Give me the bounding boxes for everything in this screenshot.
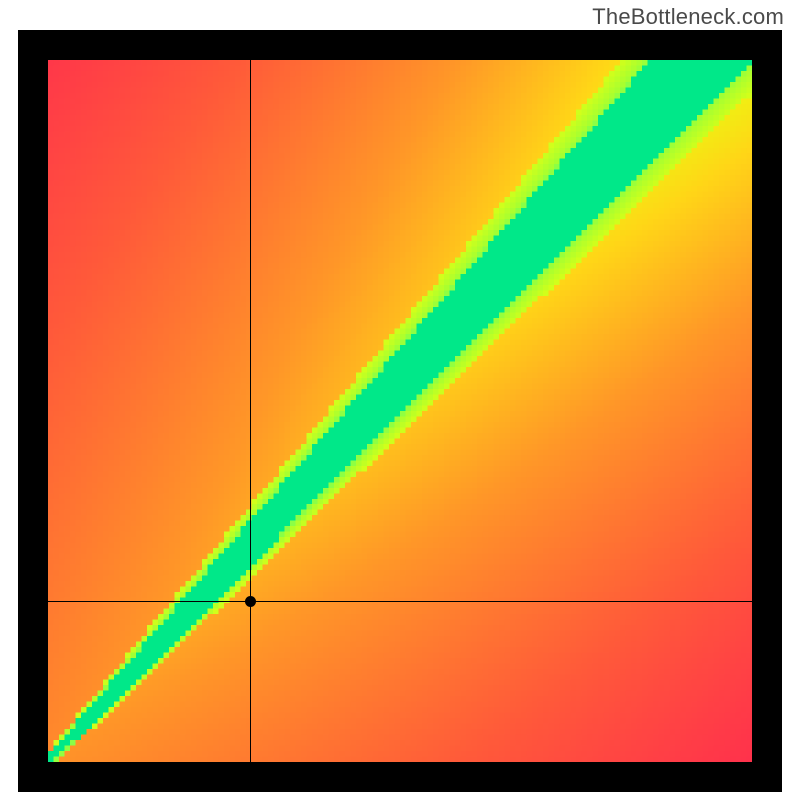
watermark-text: TheBottleneck.com <box>592 4 784 30</box>
chart-container: TheBottleneck.com <box>0 0 800 800</box>
crosshair-vertical <box>250 60 251 762</box>
heatmap-canvas <box>48 60 752 762</box>
heatmap-canvas-wrap <box>48 60 752 762</box>
crosshair-marker-dot <box>245 596 256 607</box>
crosshair-horizontal <box>48 601 752 602</box>
